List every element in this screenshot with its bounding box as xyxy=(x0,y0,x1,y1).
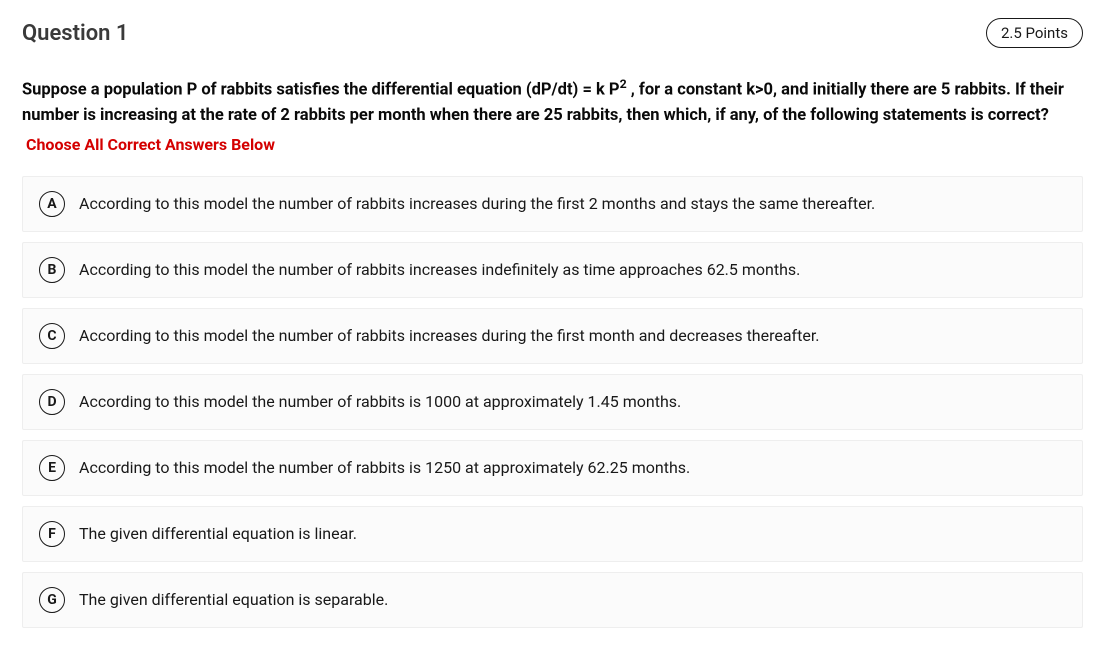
option-letter: G xyxy=(39,587,65,613)
option-a[interactable]: A According to this model the number of r… xyxy=(22,176,1083,232)
question-title: Question 1 xyxy=(22,21,128,46)
option-e[interactable]: E According to this model the number of r… xyxy=(22,440,1083,496)
option-letter: E xyxy=(39,455,65,481)
option-c[interactable]: C According to this model the number of r… xyxy=(22,308,1083,364)
option-text: According to this model the number of ra… xyxy=(79,392,681,411)
option-letter: F xyxy=(39,521,65,547)
option-f[interactable]: F The given differential equation is line… xyxy=(22,506,1083,562)
option-letter: A xyxy=(39,191,65,217)
options-list: A According to this model the number of r… xyxy=(22,176,1083,628)
option-text: According to this model the number of ra… xyxy=(79,194,875,213)
option-text: According to this model the number of ra… xyxy=(79,458,690,477)
option-d[interactable]: D According to this model the number of r… xyxy=(22,374,1083,430)
option-letter: C xyxy=(39,323,65,349)
option-text: According to this model the number of ra… xyxy=(79,326,820,345)
option-g[interactable]: G The given differential equation is sepa… xyxy=(22,572,1083,628)
option-letter: B xyxy=(39,257,65,283)
question-header: Question 1 2.5 Points xyxy=(22,18,1083,48)
points-badge: 2.5 Points xyxy=(986,18,1083,48)
option-b[interactable]: B According to this model the number of r… xyxy=(22,242,1083,298)
choose-all-instruction: Choose All Correct Answers Below xyxy=(22,135,1083,154)
option-text: According to this model the number of ra… xyxy=(79,260,800,279)
option-text: The given differential equation is separ… xyxy=(79,590,388,609)
option-letter: D xyxy=(39,389,65,415)
option-text: The given differential equation is linea… xyxy=(79,524,357,543)
question-stem: Suppose a population P of rabbits satisf… xyxy=(22,76,1083,129)
